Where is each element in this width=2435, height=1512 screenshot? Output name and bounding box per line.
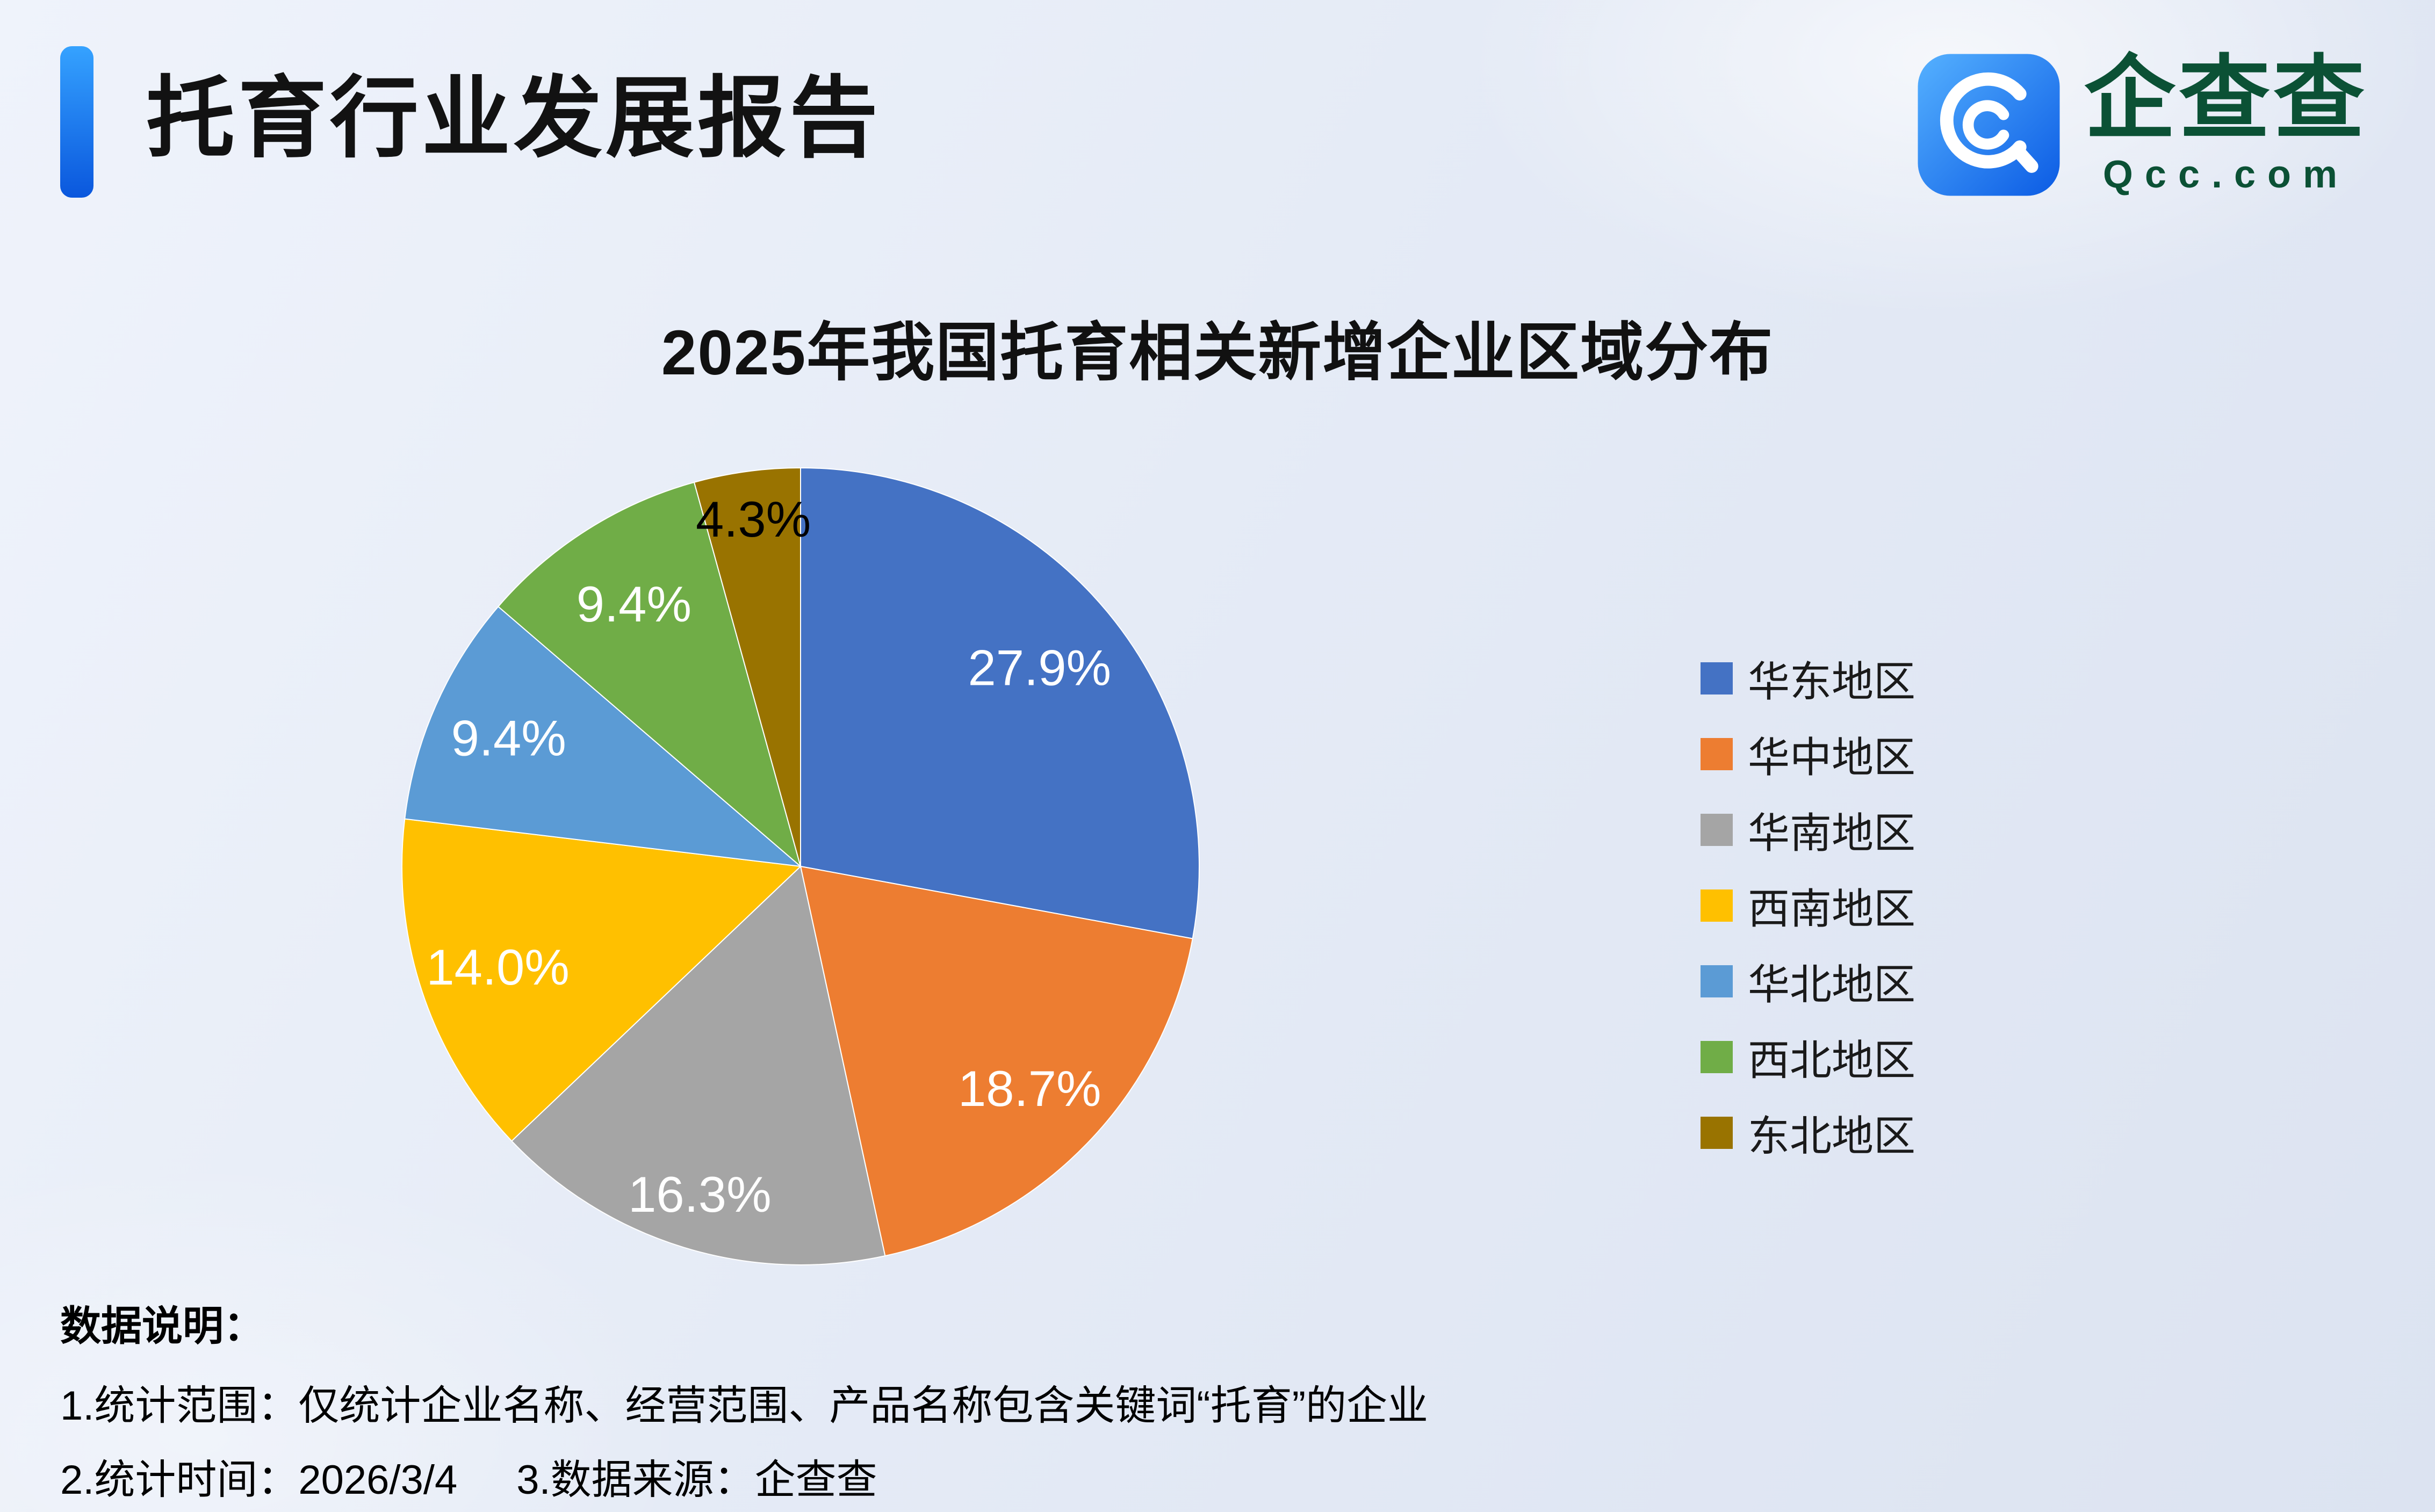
brand-name: 企查查: [2084, 48, 2368, 150]
title-accent-bar: [60, 46, 93, 198]
pie-label: 16.3%: [628, 1166, 772, 1222]
report-title: 托育行业发展报告: [146, 69, 881, 168]
pie-slice-1: [799, 865, 1193, 1257]
legend-item: 华中地区: [1701, 716, 1915, 792]
pie-label: 4.3%: [696, 491, 811, 547]
note-source: 3.数据来源：企查查: [516, 1457, 877, 1503]
qcc-logo: 企查查 Qcc.com: [1915, 51, 2368, 199]
legend-swatch: [1701, 662, 1733, 694]
qcc-magnifier-icon: [1918, 54, 2060, 196]
legend-item: 华北地区: [1701, 943, 1915, 1019]
brand-domain: Qcc.com: [2102, 153, 2350, 196]
notes-heading: 数据说明：: [60, 1304, 264, 1349]
logo-text: 企查查 Qcc.com: [2084, 51, 2368, 197]
legend-label: 华北地区: [1748, 960, 1916, 1008]
legend-swatch: [1701, 813, 1733, 846]
note-line-1: 1.统计范围：仅统计企业名称、经营范围、产品名称包含关键词“托育”的企业: [60, 1383, 1428, 1429]
legend-item: 西北地区: [1701, 1019, 1915, 1095]
legend-label: 西南地区: [1748, 885, 1916, 932]
legend-item: 西南地区: [1701, 867, 1915, 943]
pie-label: 14.0%: [426, 939, 570, 995]
pie-slice-4: [404, 605, 803, 867]
legend-label: 华南地区: [1748, 809, 1916, 857]
legend-swatch: [1701, 1040, 1733, 1073]
pie-slice-5: [497, 481, 802, 868]
legend-swatch: [1701, 889, 1733, 922]
legend-label: 东北地区: [1748, 1112, 1916, 1160]
pie-label: 9.4%: [577, 576, 691, 632]
legend-item: 东北地区: [1701, 1095, 1915, 1170]
legend-swatch: [1701, 1116, 1733, 1149]
chart-title: 2025年我国托育相关新增企业区域分布: [661, 317, 1774, 388]
legend-label: 西北地区: [1748, 1036, 1916, 1084]
legend: 华东地区华中地区华南地区西南地区华北地区西北地区东北地区: [1701, 640, 1915, 1170]
legend-item: 华南地区: [1701, 792, 1915, 867]
pie-label: 9.4%: [451, 710, 566, 766]
pie-label: 27.9%: [968, 640, 1112, 696]
pie-slice-3: [401, 818, 802, 1142]
legend-label: 华东地区: [1748, 657, 1916, 705]
note-line-2: 2.统计时间：2026/3/4 3.数据来源：企查查: [60, 1460, 877, 1501]
pie-slice-6: [693, 467, 801, 867]
legend-swatch: [1701, 737, 1733, 770]
pie-slice-0: [800, 467, 1200, 939]
pie-label: 18.7%: [958, 1060, 1101, 1117]
note-time: 2.统计时间：2026/3/4: [60, 1457, 458, 1503]
legend-item: 华东地区: [1701, 640, 1915, 716]
legend-swatch: [1701, 965, 1733, 997]
pie-slice-2: [510, 865, 886, 1265]
legend-label: 华中地区: [1748, 733, 1916, 781]
pie-chart: 27.9%18.7%16.3%14.0%9.4%9.4%4.3%: [401, 467, 1200, 1265]
